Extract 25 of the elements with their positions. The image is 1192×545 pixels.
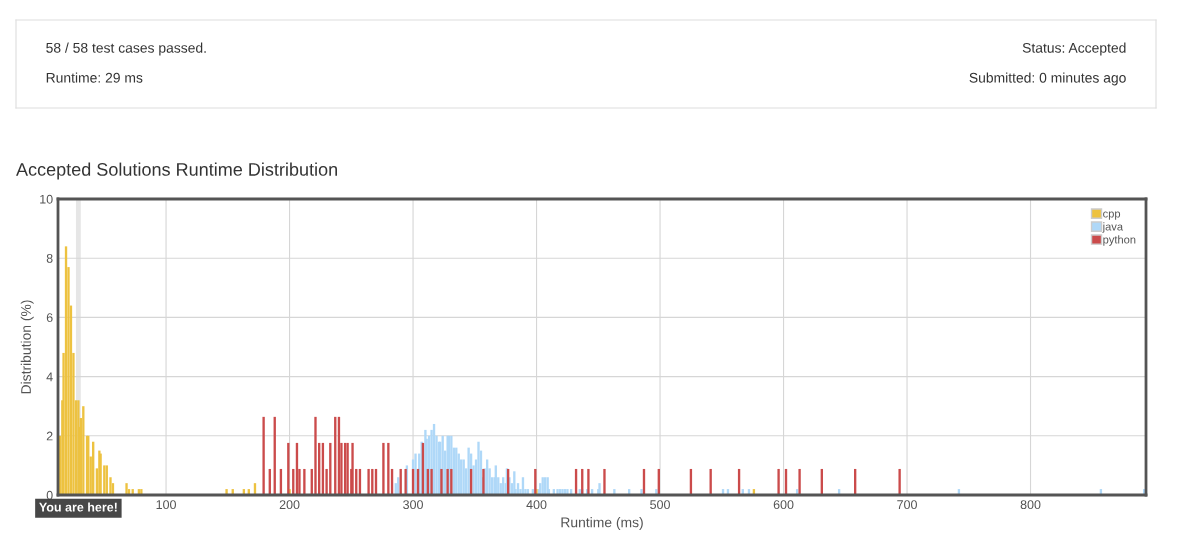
x-tick-label: 500 bbox=[650, 500, 670, 510]
y-tick-label: 4 bbox=[46, 372, 53, 382]
legend-label: cpp bbox=[1103, 211, 1121, 220]
y-tick-label: 10 bbox=[40, 194, 53, 204]
y-tick-label: 6 bbox=[46, 313, 53, 323]
x-tick-label: 800 bbox=[1020, 500, 1041, 510]
x-tick-label: 700 bbox=[897, 500, 917, 510]
text: 58 / 58 test cases passed. bbox=[46, 42, 206, 56]
legend-label: java bbox=[1102, 222, 1124, 233]
text: Status: Accepted bbox=[1022, 42, 1126, 56]
text: Runtime: 29 ms bbox=[46, 72, 143, 83]
ref-line-label: You are here! bbox=[39, 502, 117, 512]
text: Submitted: 0 minutes ago bbox=[969, 72, 1126, 86]
x-tick-label: 200 bbox=[279, 500, 300, 510]
x-tick-label: 100 bbox=[156, 500, 176, 510]
x-tick-label: 300 bbox=[403, 500, 423, 510]
y-axis-title: Distribution (%) bbox=[20, 300, 34, 394]
x-axis-title: Runtime (ms) bbox=[561, 517, 643, 531]
x-tick-label: 400 bbox=[526, 500, 547, 510]
y-tick-label: 2 bbox=[46, 431, 53, 441]
x-tick-label: 600 bbox=[773, 500, 794, 510]
chart-title: Accepted Solutions Runtime Distribution bbox=[16, 162, 337, 180]
y-tick-label: 8 bbox=[46, 254, 53, 263]
y-tick-label: 0 bbox=[46, 490, 53, 500]
legend-label: python bbox=[1103, 235, 1136, 246]
